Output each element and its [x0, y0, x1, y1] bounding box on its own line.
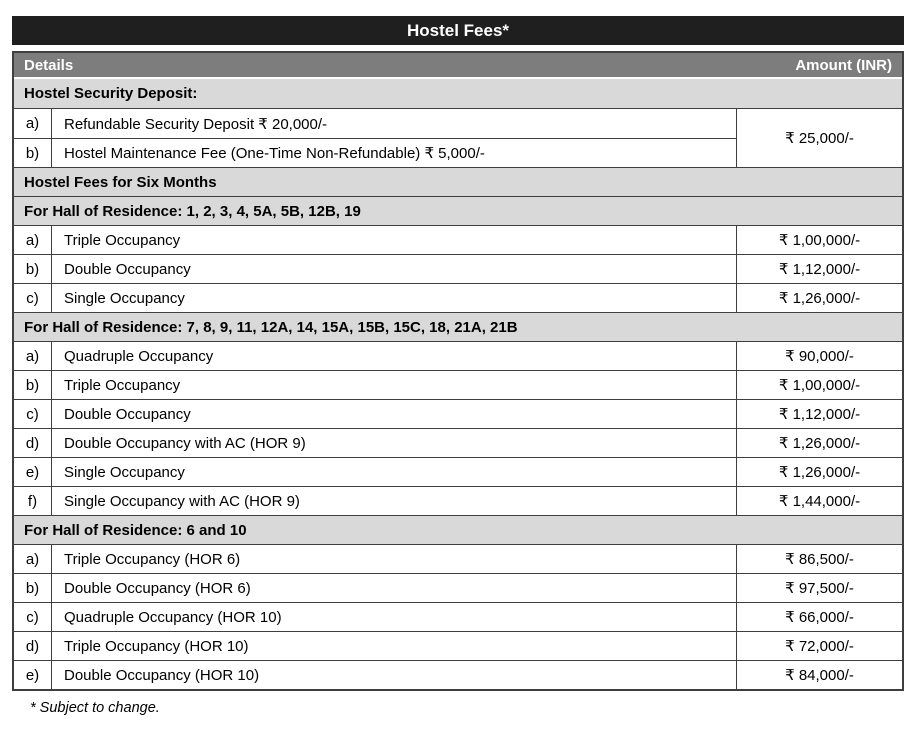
row-letter: b) — [14, 371, 52, 399]
row-description: Double Occupancy (HOR 10) — [64, 666, 260, 684]
row-letter: c) — [14, 603, 52, 631]
row-amount: ₹ 1,26,000/- — [736, 284, 902, 312]
table-body: Hostel Security Deposit: a) Refundable Sec… — [14, 79, 902, 689]
row-letter: b) — [14, 255, 52, 283]
deposit-rows-group: a) Refundable Security Deposit ₹ 20,000/-… — [14, 108, 902, 167]
table-row: a) Quadruple Occupancy ₹ 90,000/- — [14, 341, 902, 370]
row-description: Single Occupancy — [64, 463, 185, 481]
row-amount: ₹ 90,000/- — [736, 342, 902, 370]
table-title-bar: Hostel Fees* — [12, 16, 904, 45]
hostel-fees-table: Details Amount (INR) Hostel Security Dep… — [12, 51, 904, 691]
row-amount: ₹ 1,12,000/- — [736, 255, 902, 283]
row-description: Triple Occupancy — [64, 376, 181, 394]
section-heading-deposit: Hostel Security Deposit: — [14, 79, 902, 108]
row-letter: c) — [14, 400, 52, 428]
row-amount: ₹ 66,000/- — [736, 603, 902, 631]
row-letter: d) — [14, 632, 52, 660]
row-description: Double Occupancy — [64, 260, 191, 278]
row-letter: d) — [14, 429, 52, 457]
table-row: e) Single Occupancy ₹ 1,26,000/- — [14, 457, 902, 486]
row-description: Double Occupancy (HOR 6) — [64, 579, 251, 597]
section-heading-hall: For Hall of Residence: 7, 8, 9, 11, 12A,… — [14, 312, 902, 341]
row-description: Double Occupancy — [64, 405, 191, 423]
row-letter: a) — [14, 226, 52, 254]
row-letter: a) — [14, 545, 52, 573]
row-amount: ₹ 1,12,000/- — [736, 400, 902, 428]
table-row: d) Triple Occupancy (HOR 10) ₹ 72,000/- — [14, 631, 902, 660]
row-description: Triple Occupancy — [64, 231, 181, 249]
row-description: Triple Occupancy (HOR 6) — [64, 550, 241, 568]
row-amount: ₹ 1,00,000/- — [736, 226, 902, 254]
row-letter: a) — [14, 109, 52, 138]
column-header-amount: Amount (INR) — [795, 56, 892, 74]
table-row: b) Hostel Maintenance Fee (One-Time Non-R… — [14, 138, 736, 167]
table-header-row: Details Amount (INR) — [14, 53, 902, 79]
footnote: * Subject to change. — [30, 700, 160, 716]
row-letter: b) — [14, 139, 52, 167]
row-description: Quadruple Occupancy — [64, 347, 214, 365]
table-row: a) Triple Occupancy (HOR 6) ₹ 86,500/- — [14, 544, 902, 573]
table-row: c) Quadruple Occupancy (HOR 10) ₹ 66,000/- — [14, 602, 902, 631]
table-row: b) Double Occupancy ₹ 1,12,000/- — [14, 254, 902, 283]
row-amount: ₹ 1,26,000/- — [736, 429, 902, 457]
table-row: c) Double Occupancy ₹ 1,12,000/- — [14, 399, 902, 428]
table-row: c) Single Occupancy ₹ 1,26,000/- — [14, 283, 902, 312]
row-letter: a) — [14, 342, 52, 370]
row-amount: ₹ 72,000/- — [736, 632, 902, 660]
table-row: a) Triple Occupancy ₹ 1,00,000/- — [14, 225, 902, 254]
row-description: Refundable Security Deposit ₹ 20,000/- — [64, 115, 328, 133]
row-description: Hostel Maintenance Fee (One-Time Non-Ref… — [64, 145, 485, 162]
table-row: f) Single Occupancy with AC (HOR 9) ₹ 1,44… — [14, 486, 902, 515]
row-amount: ₹ 97,500/- — [736, 574, 902, 602]
row-description: Quadruple Occupancy (HOR 10) — [64, 608, 282, 626]
table-row: e) Double Occupancy (HOR 10) ₹ 84,000/- — [14, 660, 902, 689]
section-heading-fees: Hostel Fees for Six Months — [14, 167, 902, 196]
row-amount: ₹ 1,00,000/- — [736, 371, 902, 399]
row-amount: ₹ 84,000/- — [736, 661, 902, 689]
deposit-merged-amount: ₹ 25,000/- — [736, 109, 902, 167]
section-heading-hall: For Hall of Residence: 6 and 10 — [14, 515, 902, 544]
column-header-details: Details — [24, 56, 74, 74]
row-description: Triple Occupancy (HOR 10) — [64, 637, 249, 655]
document-page: Hostel Fees* Details Amount (INR) Hostel… — [12, 16, 904, 716]
table-row: b) Double Occupancy (HOR 6) ₹ 97,500/- — [14, 573, 902, 602]
row-description: Single Occupancy with AC (HOR 9) — [64, 492, 300, 510]
row-description: Double Occupancy with AC (HOR 9) — [64, 434, 306, 452]
row-letter: f) — [14, 487, 52, 515]
table-row: b) Triple Occupancy ₹ 1,00,000/- — [14, 370, 902, 399]
row-letter: c) — [14, 284, 52, 312]
table-row: d) Double Occupancy with AC (HOR 9) ₹ 1,26… — [14, 428, 902, 457]
table-title: Hostel Fees* — [406, 20, 510, 40]
row-letter: e) — [14, 458, 52, 486]
table-row: a) Refundable Security Deposit ₹ 20,000/- — [14, 109, 736, 138]
row-amount: ₹ 86,500/- — [736, 545, 902, 573]
row-letter: e) — [14, 661, 52, 689]
row-amount: ₹ 1,26,000/- — [736, 458, 902, 486]
row-letter: b) — [14, 574, 52, 602]
row-amount: ₹ 1,44,000/- — [736, 487, 902, 515]
deposit-descriptions: a) Refundable Security Deposit ₹ 20,000/-… — [14, 109, 736, 167]
section-heading-hall: For Hall of Residence: 1, 2, 3, 4, 5A, 5… — [14, 196, 902, 225]
row-description: Single Occupancy — [64, 289, 185, 307]
